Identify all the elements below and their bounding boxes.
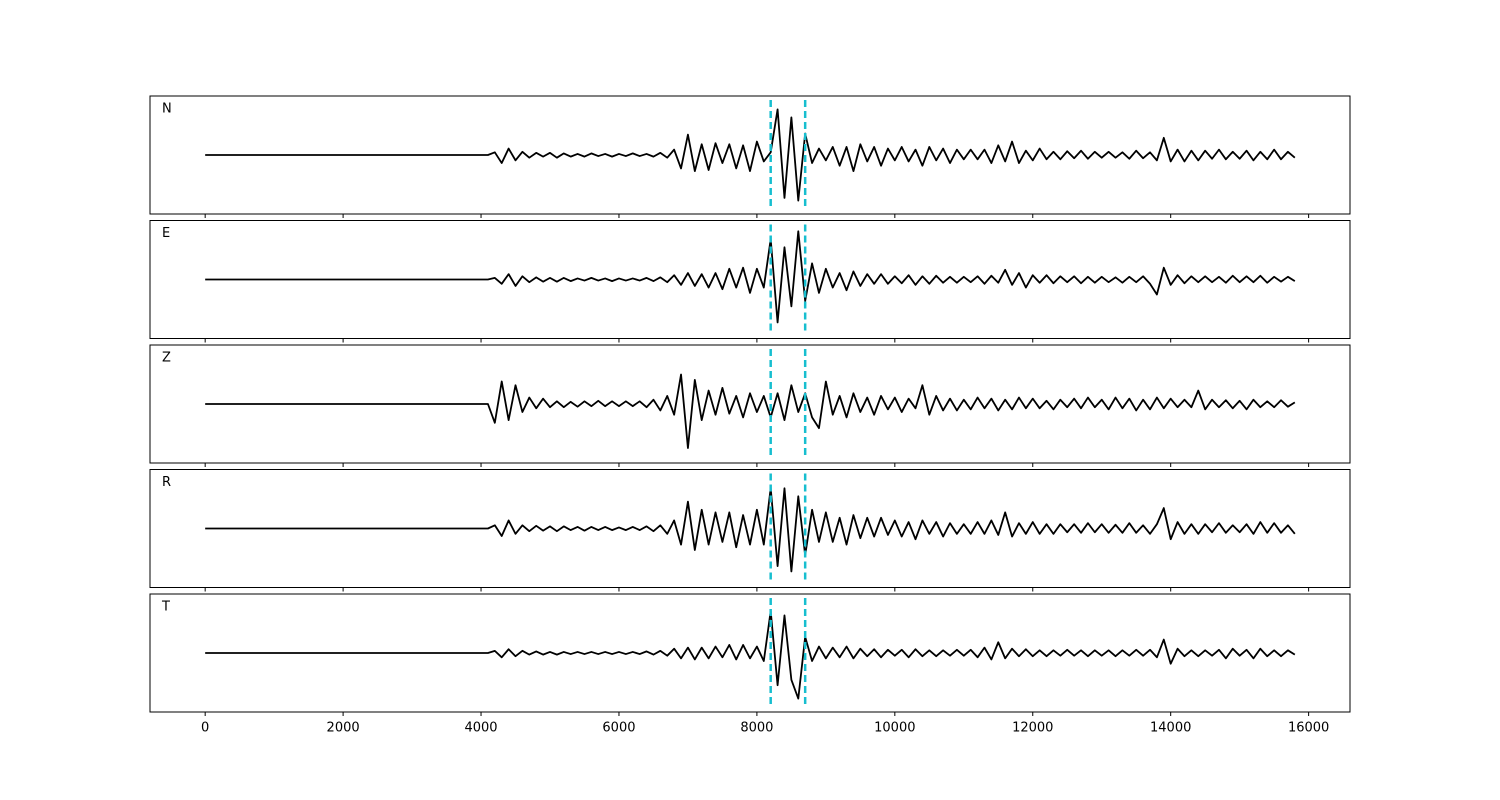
trace [205,373,1296,449]
panel-frame [149,220,1351,339]
x-tick-label: 14000 [1150,721,1191,736]
panel-frame [149,469,1351,588]
x-tick-label: 2000 [327,721,360,736]
trace [205,610,1296,700]
x-tick-label: 4000 [464,721,497,736]
panel-frame [149,95,1351,215]
panel-label: R [162,475,171,490]
x-tick-label: 8000 [740,721,773,736]
panel-label: T [161,600,170,615]
panel-frame [149,593,1351,713]
trace [205,230,1296,324]
x-tick-label: 0 [201,721,209,736]
x-tick-label: 10000 [874,721,915,736]
trace [205,108,1296,202]
x-tick-label: 6000 [602,721,635,736]
x-tick-label: 12000 [1012,721,1053,736]
panel-label: E [162,226,170,241]
trace [205,487,1296,573]
panel-label: Z [162,351,171,366]
x-tick-label: 16000 [1288,721,1329,736]
panel-frame [149,344,1351,464]
panel-label: N [162,102,172,117]
